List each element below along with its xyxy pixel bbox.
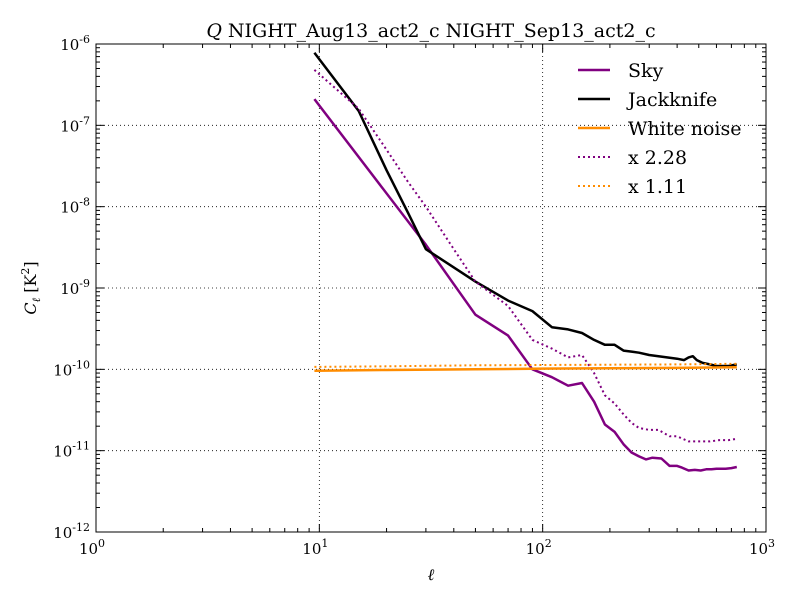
legend-label: White noise [628, 118, 742, 140]
series-line-white-noise [314, 366, 737, 373]
x-tick-label: 102 [526, 537, 552, 558]
ticks [95, 43, 767, 533]
y-tick-label: 10-6 [60, 33, 90, 54]
y-tick-label: 10-9 [60, 277, 90, 298]
y-tick-label: 10-12 [53, 521, 90, 542]
legend-label: x 2.28 [628, 147, 687, 169]
x-tick-label: 100 [79, 537, 105, 558]
grid [96, 44, 766, 532]
y-tick-label: 10-8 [60, 196, 90, 217]
chart-title: Q NIGHT_Aug13_act2_c NIGHT_Sep13_act2_c [206, 20, 655, 42]
x-tick-label: 101 [302, 537, 328, 558]
legend: Sky Jackknife White noise x 2.28 x 1.11 [578, 60, 742, 198]
series-line-jackknife [313, 52, 738, 368]
legend-label: x 1.11 [628, 176, 687, 198]
y-tick-label: 10-11 [53, 440, 90, 461]
legend-label: Jackknife [626, 89, 717, 111]
plot-lines [313, 52, 738, 472]
series-line-x-2-28 [313, 69, 737, 443]
x-axis-label: ℓ [428, 565, 435, 584]
legend-label: Sky [628, 60, 664, 82]
y-tick-label: 10-10 [53, 358, 90, 379]
y-tick-label: 10-7 [60, 114, 90, 135]
series-line-sky [313, 98, 738, 472]
y-axis-label: Cℓ[K2] [19, 261, 43, 314]
tick-labels: 100 101 102 103 10-12 10-11 10-10 10-9 10-8 10-7 1… [53, 33, 775, 558]
x-tick-label: 103 [749, 537, 775, 558]
